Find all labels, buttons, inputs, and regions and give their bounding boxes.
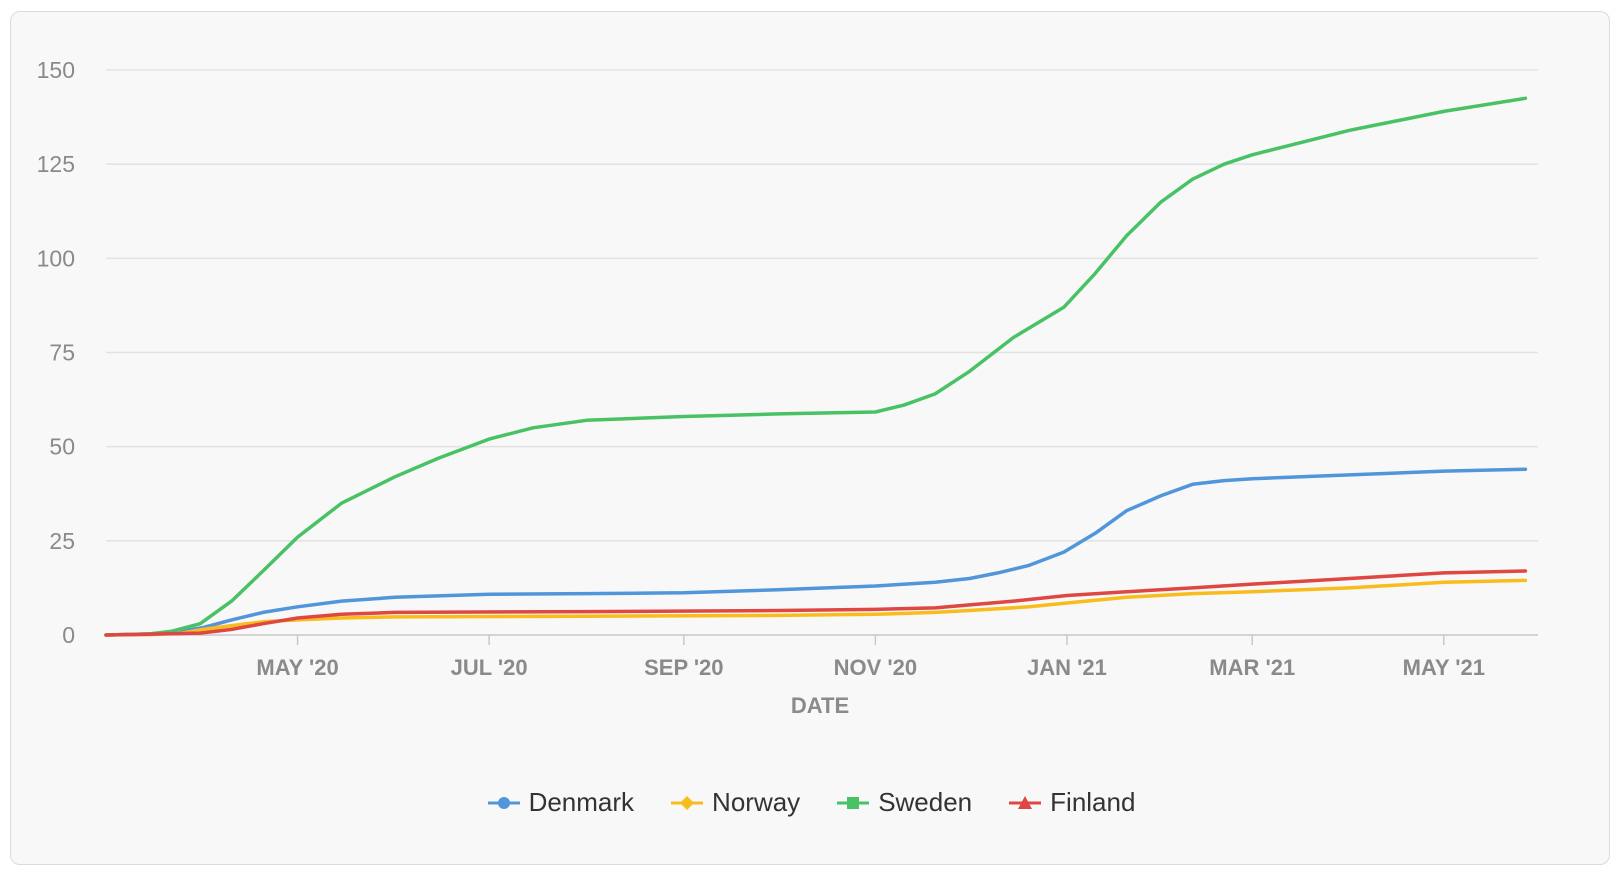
square-marker-icon (837, 796, 870, 809)
x-tick-label: JUL '20 (451, 655, 528, 680)
legend-label: Finland (1050, 787, 1136, 817)
legend: Denmark Norway Sweden Finland (11, 787, 1611, 818)
gridlines (106, 69, 1538, 636)
x-tick-label: MAR '21 (1209, 655, 1295, 680)
series-line-finland[interactable] (104, 569, 1528, 637)
legend-item-finland[interactable]: Finland (1008, 787, 1135, 818)
x-tick-label: MAY '21 (1403, 655, 1485, 680)
x-axis: MAY '20 JUL '20 SEP '20 NOV '20 JAN '21 MAR '… (256, 635, 1485, 680)
series-line-denmark[interactable] (104, 467, 1528, 637)
y-tick-label: 100 (37, 245, 75, 271)
legend-label: Denmark (528, 787, 635, 817)
triangle-marker-icon (1009, 795, 1042, 809)
legend-item-norway[interactable]: Norway (670, 787, 800, 818)
y-tick-label: 50 (49, 434, 75, 460)
series-line-sweden[interactable] (104, 96, 1528, 637)
chart-card: 0 25 50 75 100 125 150 MAY '20 JUL '20 SEP '20 NO… (10, 11, 1610, 865)
line-chart: 0 25 50 75 100 125 150 MAY '20 JUL '20 SEP '20 NO… (37, 57, 1538, 718)
diamond-marker-icon (671, 795, 704, 810)
series-lines (104, 96, 1528, 637)
y-tick-label: 0 (62, 622, 75, 648)
legend-item-sweden[interactable]: Sweden (836, 787, 972, 818)
series-line-norway[interactable] (104, 578, 1528, 637)
y-tick-label: 150 (37, 57, 75, 83)
y-tick-label: 125 (37, 151, 75, 177)
x-tick-label: MAY '20 (256, 655, 338, 680)
x-tick-label: SEP '20 (644, 655, 723, 680)
legend-label: Sweden (878, 787, 973, 817)
circle-marker-icon (487, 796, 520, 809)
y-axis: 0 25 50 75 100 125 150 (37, 57, 75, 648)
y-tick-label: 25 (49, 528, 75, 554)
y-tick-label: 75 (49, 340, 75, 366)
x-axis-title: DATE (791, 693, 849, 718)
x-tick-label: NOV '20 (834, 655, 918, 680)
legend-item-denmark[interactable]: Denmark (487, 787, 634, 818)
x-tick-label: JAN '21 (1027, 655, 1107, 680)
legend-label: Norway (712, 787, 801, 817)
